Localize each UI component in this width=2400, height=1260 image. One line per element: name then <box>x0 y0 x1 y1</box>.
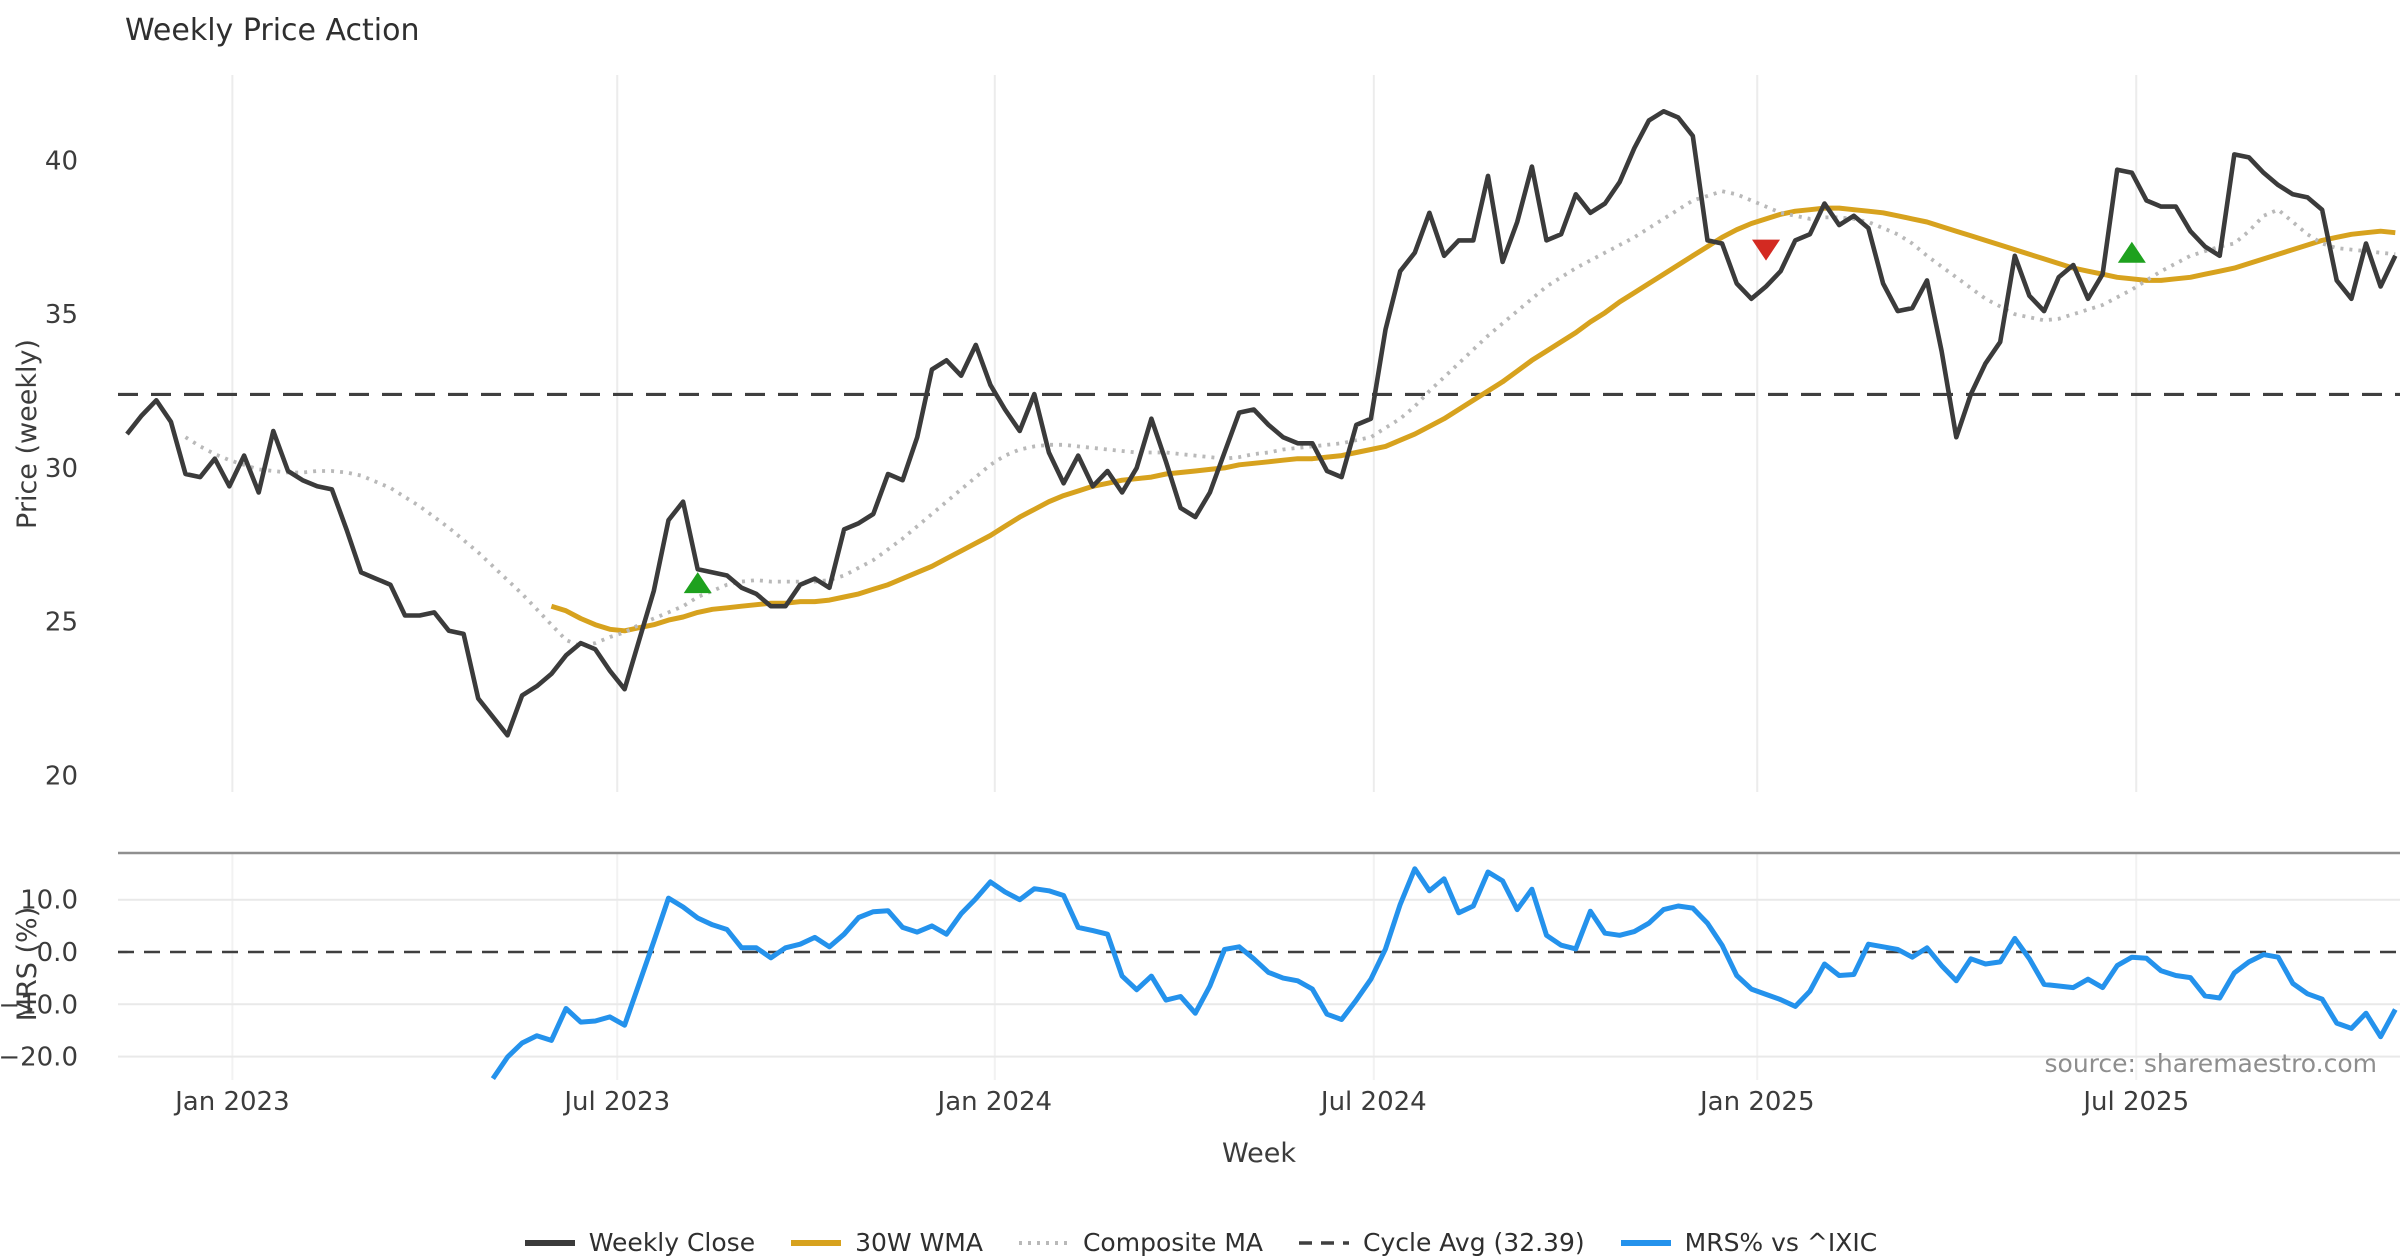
x-tick-label: Jul 2025 <box>2081 1087 2189 1117</box>
sell-signal-marker <box>1752 239 1781 261</box>
weekly-close-line <box>125 109 2398 738</box>
legend-item-cycle-avg-32-39-: Cycle Avg (32.39) <box>1297 1228 1585 1257</box>
x-tick-label: Jul 2023 <box>562 1087 670 1117</box>
x-axis-label: Week <box>1222 1138 1296 1169</box>
legend-item-label: Composite MA <box>1082 1228 1264 1257</box>
chart-title: Weekly Price Action <box>125 13 420 48</box>
mrs-line <box>490 866 2398 1081</box>
composite-ma-line <box>184 189 2396 649</box>
legend-item-30w-wma: 30W WMA <box>789 1228 983 1257</box>
wma-line <box>550 205 2396 634</box>
chart-legend: Weekly Close 30W WMA Composite MA Cycle Avg… <box>0 1228 2400 1257</box>
buy-signal-marker <box>2117 241 2146 263</box>
legend-item-weekly-close: Weekly Close <box>523 1228 755 1257</box>
legend-item-label: Weekly Close <box>588 1228 756 1257</box>
series-layer <box>125 109 2398 1081</box>
grid-layer <box>118 75 2400 1080</box>
legend-item-label: 30W WMA <box>855 1228 983 1257</box>
x-tick-label: Jan 2025 <box>1698 1087 1815 1117</box>
tick-label-layer: Jan 2023 Jul 2023 Jan 2024 Jul 2024 Jan 2025… <box>0 147 2189 1118</box>
mrs-tick-label: −10.0 <box>0 990 78 1020</box>
price-tick-label: 40 <box>45 147 78 177</box>
mrs-tick-label: 0.0 <box>37 938 78 968</box>
legend-swatch-icon <box>1620 1239 1671 1246</box>
mrs-tick-label: 10.0 <box>20 886 78 916</box>
legend-swatch-icon <box>791 1239 842 1246</box>
legend-item-label: MRS% vs ^IXIC <box>1684 1228 1878 1257</box>
legend-item-composite-ma: Composite MA <box>1017 1228 1263 1257</box>
legend-swatch-icon <box>1299 1240 1350 1245</box>
signal-marker-layer <box>683 239 2146 594</box>
price-tick-label: 30 <box>45 454 78 484</box>
legend-item-label: Cycle Avg (32.39) <box>1363 1228 1585 1257</box>
x-tick-label: Jul 2024 <box>1319 1087 1427 1117</box>
price-tick-label: 20 <box>45 761 78 791</box>
x-tick-label: Jan 2023 <box>173 1087 290 1117</box>
legend-swatch-icon <box>1018 1240 1069 1245</box>
source-note: source: sharemaestro.com <box>2045 1049 2378 1078</box>
price-tick-label: 35 <box>45 300 78 330</box>
mrs-axis-label: MRS (%) <box>12 907 43 1022</box>
price-axis-label: Price (weekly) <box>12 339 43 529</box>
legend-swatch-icon <box>524 1239 575 1246</box>
legend-item-mrs-vs-ixic: MRS% vs ^IXIC <box>1619 1228 1878 1257</box>
price-tick-label: 25 <box>45 608 78 638</box>
mrs-tick-label: −20.0 <box>0 1043 78 1073</box>
x-tick-label: Jan 2024 <box>936 1087 1053 1117</box>
buy-signal-marker <box>683 572 712 594</box>
